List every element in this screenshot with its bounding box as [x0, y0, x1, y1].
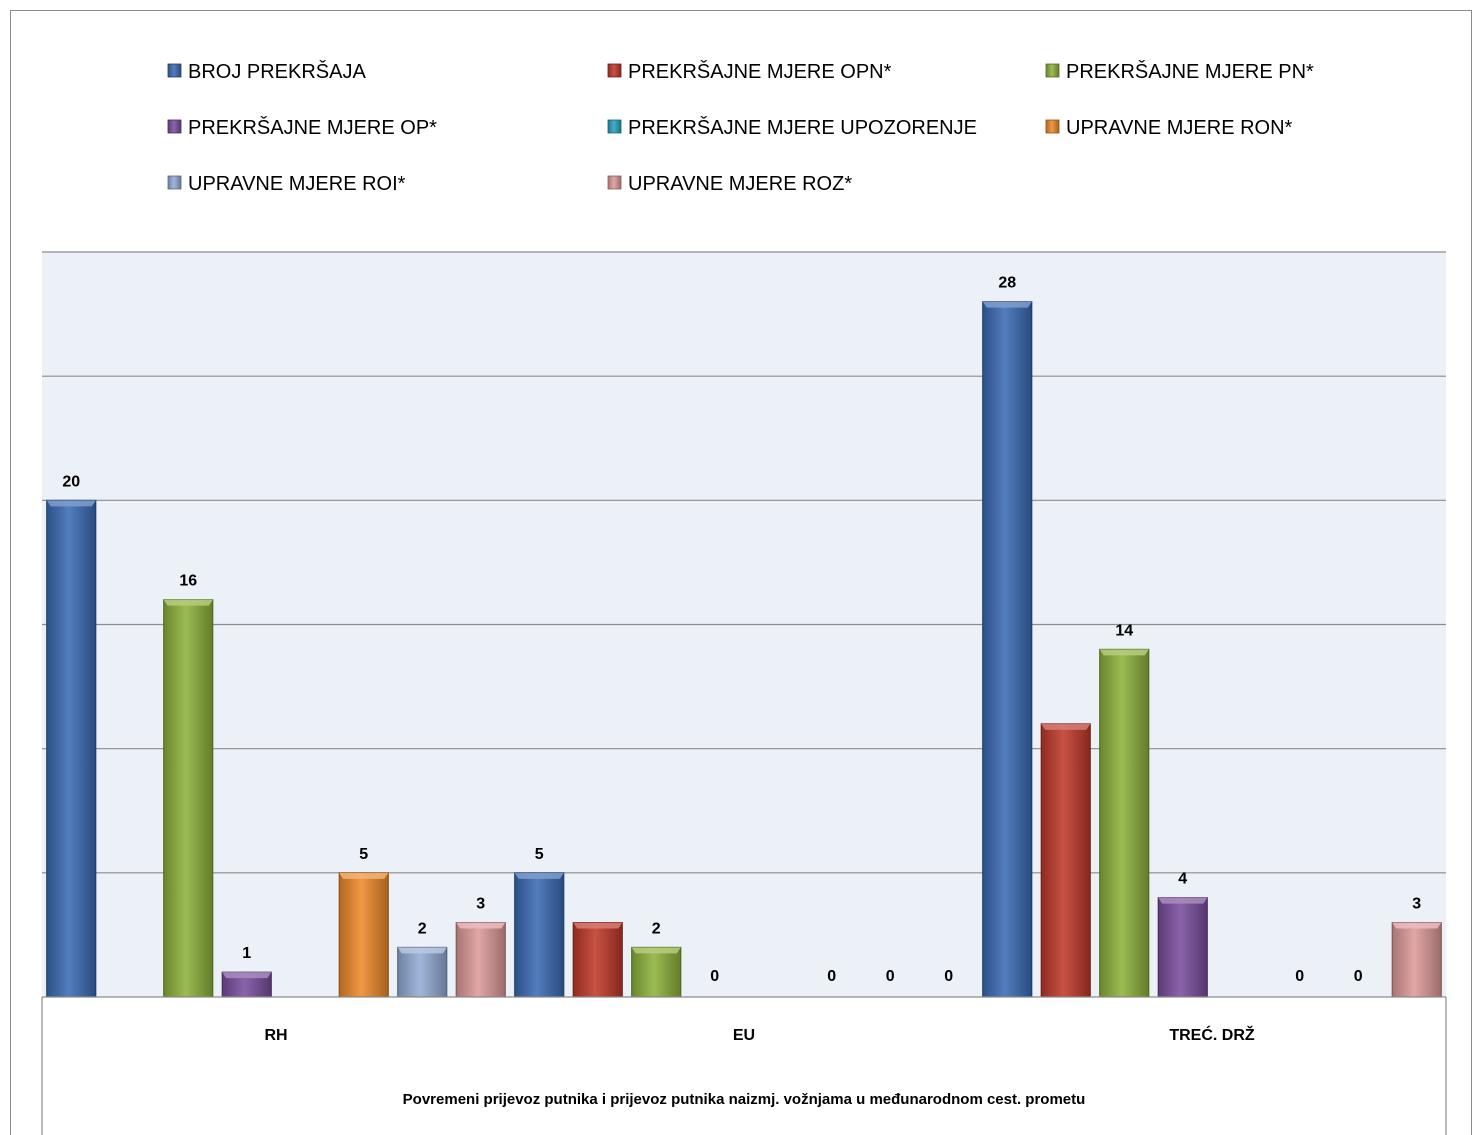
data-label: 4 [1178, 871, 1187, 888]
bar-bevel [631, 947, 681, 954]
bar-rh-prekrsajne-mjere-pn [163, 599, 214, 998]
legend-label: BROJ PREKRŠAJA [188, 60, 366, 83]
data-label: 5 [359, 846, 368, 863]
data-label: 0 [1295, 968, 1304, 985]
bar-eu-broj-prekrsaja [514, 872, 565, 998]
legend-swatch [607, 63, 622, 78]
data-label: 16 [179, 573, 197, 590]
bar-trec-drz-upravne-mjere-roz [1391, 922, 1442, 998]
bar-bevel [163, 599, 213, 606]
data-label: 14 [1115, 622, 1133, 639]
bar-body [46, 499, 97, 998]
bar-body [397, 946, 448, 998]
data-label: 0 [1354, 968, 1363, 985]
bar-bevel [397, 947, 447, 954]
bar-rh-prekrsajne-mjere-op [221, 971, 272, 998]
chart-frame [10, 10, 1472, 1135]
legend-label: PREKRŠAJNE MJERE OPN* [628, 60, 892, 83]
data-label: 0 [886, 968, 895, 985]
legend-swatch [607, 119, 622, 134]
bar-bevel [456, 922, 506, 929]
legend-swatch [167, 119, 182, 134]
legend-label: UPRAVNE MJERE ROZ* [628, 173, 852, 195]
x-axis-title: Povremeni prijevoz putnika i prijevoz pu… [403, 1091, 1086, 1108]
data-label: 3 [1412, 896, 1421, 913]
bar-body [631, 946, 682, 998]
legend-item-prekrsajne-mjere-op: PREKRŠAJNE MJERE OP* [167, 116, 437, 139]
legend-item-upravne-mjere-roz: UPRAVNE MJERE ROZ* [607, 173, 852, 195]
bar-rh-upravne-mjere-roz [455, 922, 506, 998]
data-label: 5 [535, 846, 544, 863]
bar-body [338, 872, 389, 998]
category-label-rh: RH [264, 1027, 287, 1044]
legend-swatch [167, 63, 182, 78]
bar-body [1099, 648, 1150, 998]
bar-bevel [1158, 897, 1208, 904]
legend-item-broj-prekrsaja: BROJ PREKRŠAJA [167, 60, 366, 83]
data-label: 28 [998, 275, 1016, 292]
legend-item-prekrsajne-mjere-upozorenje: PREKRŠAJNE MJERE UPOZORENJE [607, 116, 977, 139]
gridlines [42, 251, 1446, 874]
x-axis: RH EU TREĆ. DRŽ Povremeni prijevoz putnika … [41, 996, 1447, 1135]
bar-bevel [1041, 723, 1091, 730]
bar-body [455, 922, 506, 998]
bar-bevel [982, 301, 1032, 308]
bar-bevel [514, 872, 564, 879]
data-label: 2 [418, 920, 427, 937]
bar-bevel [339, 872, 389, 879]
bar-body [572, 922, 623, 998]
bar-body [1391, 922, 1442, 998]
data-label: 1 [242, 945, 251, 962]
data-label: 0 [827, 968, 836, 985]
bar-eu-prekrsajne-mjere-pn [631, 946, 682, 998]
bar-bevel [222, 972, 272, 979]
bar-trec-drz-prekrsajne-mjere-opn [1040, 723, 1091, 998]
bar-eu-prekrsajne-mjere-opn [572, 922, 623, 998]
legend: BROJ PREKRŠAJA PREKRŠAJNE MJERE OPN* PREKR… [167, 60, 1314, 195]
bar-rh-broj-prekrsaja [46, 499, 97, 998]
legend-item-upravne-mjere-ron: UPRAVNE MJERE RON* [1045, 117, 1293, 139]
bar-bevel [1099, 649, 1149, 656]
bar-body [514, 872, 565, 998]
legend-swatch [167, 175, 182, 190]
bar-rh-upravne-mjere-ron [338, 872, 389, 998]
bars [46, 301, 1442, 998]
data-label: 20 [62, 473, 80, 490]
legend-label: PREKRŠAJNE MJERE OP* [188, 116, 437, 139]
bar-trec-drz-broj-prekrsaja [982, 301, 1033, 998]
bar-bevel [1392, 922, 1442, 929]
legend-swatch [1045, 119, 1060, 134]
data-label: 0 [944, 968, 953, 985]
bar-trec-drz-prekrsajne-mjere-op [1157, 897, 1208, 998]
legend-label: PREKRŠAJNE MJERE UPOZORENJE [628, 116, 977, 139]
bar-body [163, 599, 214, 998]
legend-label: UPRAVNE MJERE ROI* [188, 173, 406, 195]
data-label: 0 [710, 968, 719, 985]
data-label: 2 [652, 920, 661, 937]
bar-rh-upravne-mjere-roi [397, 946, 448, 998]
bar-bevel [573, 922, 623, 929]
legend-label: PREKRŠAJNE MJERE PN* [1066, 60, 1314, 83]
bar-trec-drz-prekrsajne-mjere-pn [1099, 648, 1150, 998]
bar-body [1040, 723, 1091, 998]
bar-body [982, 301, 1033, 998]
legend-item-upravne-mjere-roi: UPRAVNE MJERE ROI* [167, 173, 406, 195]
legend-item-prekrsajne-mjere-opn: PREKRŠAJNE MJERE OPN* [607, 60, 892, 83]
category-label-trec-drz: TREĆ. DRŽ [1169, 1025, 1255, 1044]
bar-bevel [46, 500, 96, 507]
legend-swatch [1045, 63, 1060, 78]
data-label: 3 [476, 896, 485, 913]
legend-item-prekrsajne-mjere-pn: PREKRŠAJNE MJERE PN* [1045, 60, 1314, 83]
bar-body [1157, 897, 1208, 998]
legend-label: UPRAVNE MJERE RON* [1066, 117, 1293, 139]
category-label-eu: EU [733, 1027, 755, 1044]
legend-swatch [607, 175, 622, 190]
